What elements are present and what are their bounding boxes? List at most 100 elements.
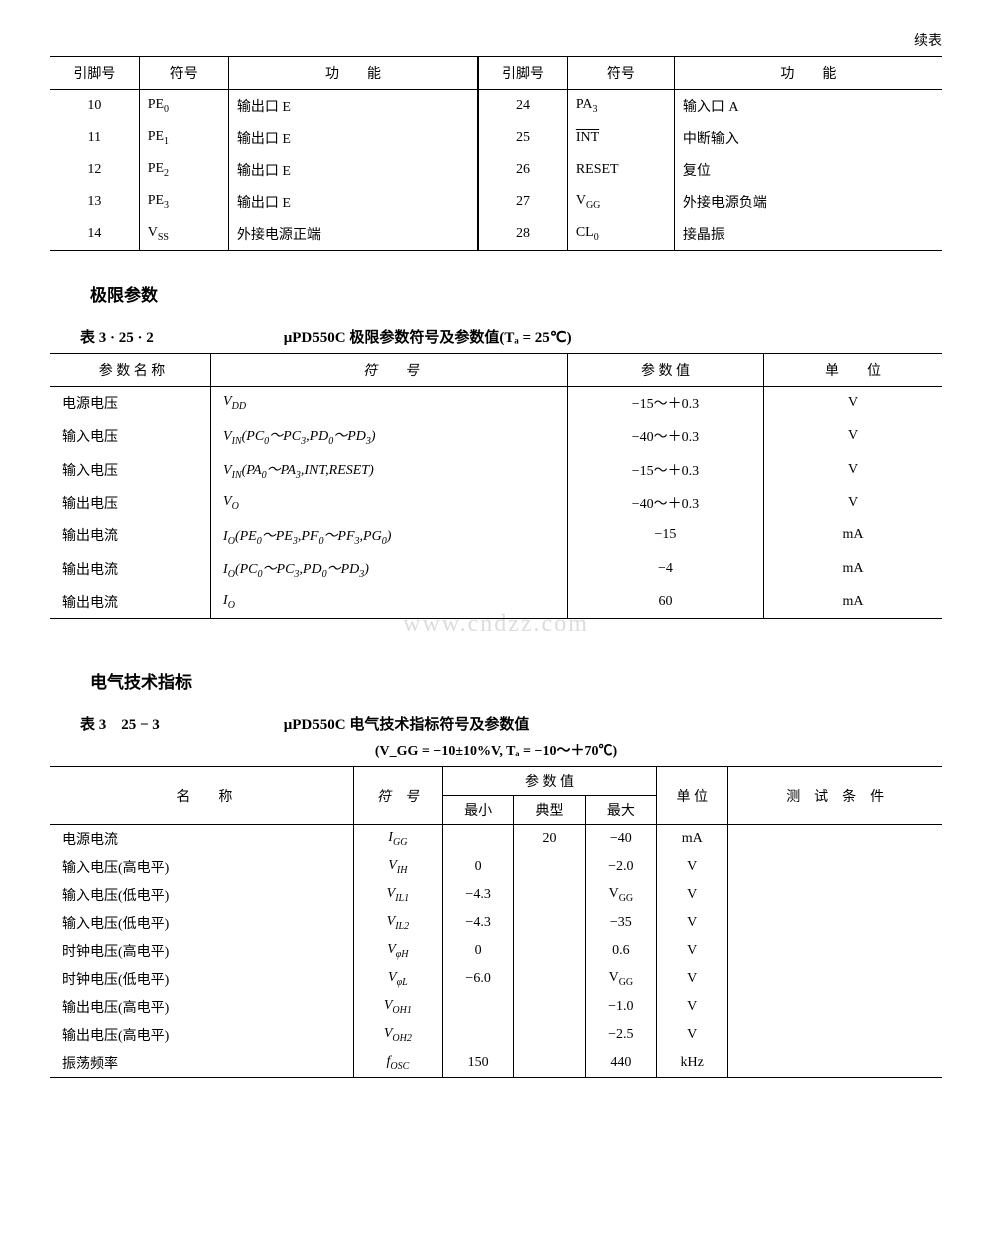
cell: VGG <box>585 881 656 909</box>
table-row: 输入电压(低电平)VIL1−4.3VGGV <box>50 881 942 909</box>
cell: V <box>657 993 728 1021</box>
cell: −4.3 <box>442 909 513 937</box>
cell: IGG <box>353 825 442 854</box>
cell: VSS <box>139 218 228 251</box>
cell: 440 <box>585 1049 656 1078</box>
cell <box>728 853 942 881</box>
cell: 27 <box>478 186 567 218</box>
cell: 输入电压(高电平) <box>50 853 353 881</box>
cell: 输入口 A <box>674 90 942 123</box>
th: 参 数 值 <box>567 354 763 387</box>
cell: VφL <box>353 965 442 993</box>
cell: 中断输入 <box>674 122 942 154</box>
table-row: 输出电流IO(PE0～PE3,PF0～PF3,PG0)−15mA <box>50 519 942 553</box>
cell <box>514 937 585 965</box>
table-row: 12PE2输出口 E26RESET复位 <box>50 154 942 186</box>
cell: VIN(PC0～PC3,PD0～PD3) <box>211 419 568 453</box>
cell: 复位 <box>674 154 942 186</box>
cell: PE2 <box>139 154 228 186</box>
cell: VOH1 <box>353 993 442 1021</box>
cell: 150 <box>442 1049 513 1078</box>
th: 符 号 <box>353 767 442 825</box>
cell <box>728 881 942 909</box>
table3-caption: 表 3 25 − 3 μPD550C 电气技术指标符号及参数值 <box>80 713 942 734</box>
cell <box>728 993 942 1021</box>
cell <box>514 909 585 937</box>
section-title-elec: 电气技术指标 <box>90 668 942 693</box>
cell: PE1 <box>139 122 228 154</box>
th: 最大 <box>585 796 656 825</box>
cell: VGG <box>567 186 674 218</box>
cell: 输出电流 <box>50 586 211 619</box>
table-row: 时钟电压(高电平)VφH00.6V <box>50 937 942 965</box>
cell: VφH <box>353 937 442 965</box>
cell: −15 <box>567 519 763 553</box>
continued-label: 续表 <box>50 30 942 50</box>
cell: 输入电压 <box>50 419 211 453</box>
cell: kHz <box>657 1049 728 1078</box>
cell: 电源电流 <box>50 825 353 854</box>
table-row: 13PE3输出口 E27VGG外接电源负端 <box>50 186 942 218</box>
cell: 0.6 <box>585 937 656 965</box>
cell: IO(PE0～PE3,PF0～PF3,PG0) <box>211 519 568 553</box>
cell: mA <box>764 519 942 553</box>
cell: −40～＋0.3 <box>567 487 763 519</box>
cell: 12 <box>50 154 139 186</box>
table2-number: 表 3 · 25 · 2 <box>80 326 280 347</box>
cell: −2.5 <box>585 1021 656 1049</box>
cell: VIN(PA0～PA3,INT,RESET) <box>211 453 568 487</box>
cell: 输出电压 <box>50 487 211 519</box>
th: 符号 <box>567 57 674 90</box>
table-row: 14VSS外接电源正端28CL0接晶振 <box>50 218 942 251</box>
th: 引脚号 <box>50 57 139 90</box>
cell: V <box>764 487 942 519</box>
cell: V <box>657 881 728 909</box>
th: 典型 <box>514 796 585 825</box>
cell: V <box>657 965 728 993</box>
th: 单 位 <box>657 767 728 825</box>
table-row: 11PE1输出口 E25INT中断输入 <box>50 122 942 154</box>
cell: 20 <box>514 825 585 854</box>
table-row: 电源电流IGG20−40mA <box>50 825 942 854</box>
cell: 0 <box>442 937 513 965</box>
th: 功 能 <box>228 57 478 90</box>
cell <box>728 937 942 965</box>
th: 引脚号 <box>478 57 567 90</box>
cell: V <box>764 453 942 487</box>
section-title-limits: 极限参数 <box>90 281 942 306</box>
th: 单 位 <box>764 354 942 387</box>
cell: V <box>657 937 728 965</box>
cell: 电源电压 <box>50 387 211 420</box>
table2-caption: 表 3 · 25 · 2 μPD550C 极限参数符号及参数值(Tₐ = 25℃… <box>80 326 942 347</box>
cell: IO <box>211 586 568 619</box>
cell <box>728 825 942 854</box>
cell <box>514 1049 585 1078</box>
cell: 28 <box>478 218 567 251</box>
cell: V <box>657 853 728 881</box>
cell: −15～＋0.3 <box>567 387 763 420</box>
table-header-row: 参 数 名 称 符 号 参 数 值 单 位 <box>50 354 942 387</box>
cell: CL0 <box>567 218 674 251</box>
table-row: 输出电流IO(PC0～PC3,PD0～PD3)−4mA <box>50 552 942 586</box>
cell <box>514 993 585 1021</box>
cell: −35 <box>585 909 656 937</box>
th: 符 号 <box>211 354 568 387</box>
cell: 输入电压(低电平) <box>50 881 353 909</box>
cell: 11 <box>50 122 139 154</box>
cell: V <box>764 387 942 420</box>
cell: 25 <box>478 122 567 154</box>
cell: 输出口 E <box>228 186 478 218</box>
cell: 输入电压 <box>50 453 211 487</box>
cell: VGG <box>585 965 656 993</box>
cell <box>442 993 513 1021</box>
th: 参 数 名 称 <box>50 354 211 387</box>
cell <box>728 965 942 993</box>
table-row: 输出电压VO−40～＋0.3V <box>50 487 942 519</box>
cell: V <box>764 419 942 453</box>
cell: RESET <box>567 154 674 186</box>
cell <box>514 853 585 881</box>
cell: 输出电流 <box>50 552 211 586</box>
cell: −6.0 <box>442 965 513 993</box>
cell: 13 <box>50 186 139 218</box>
cell: 输出口 E <box>228 90 478 123</box>
